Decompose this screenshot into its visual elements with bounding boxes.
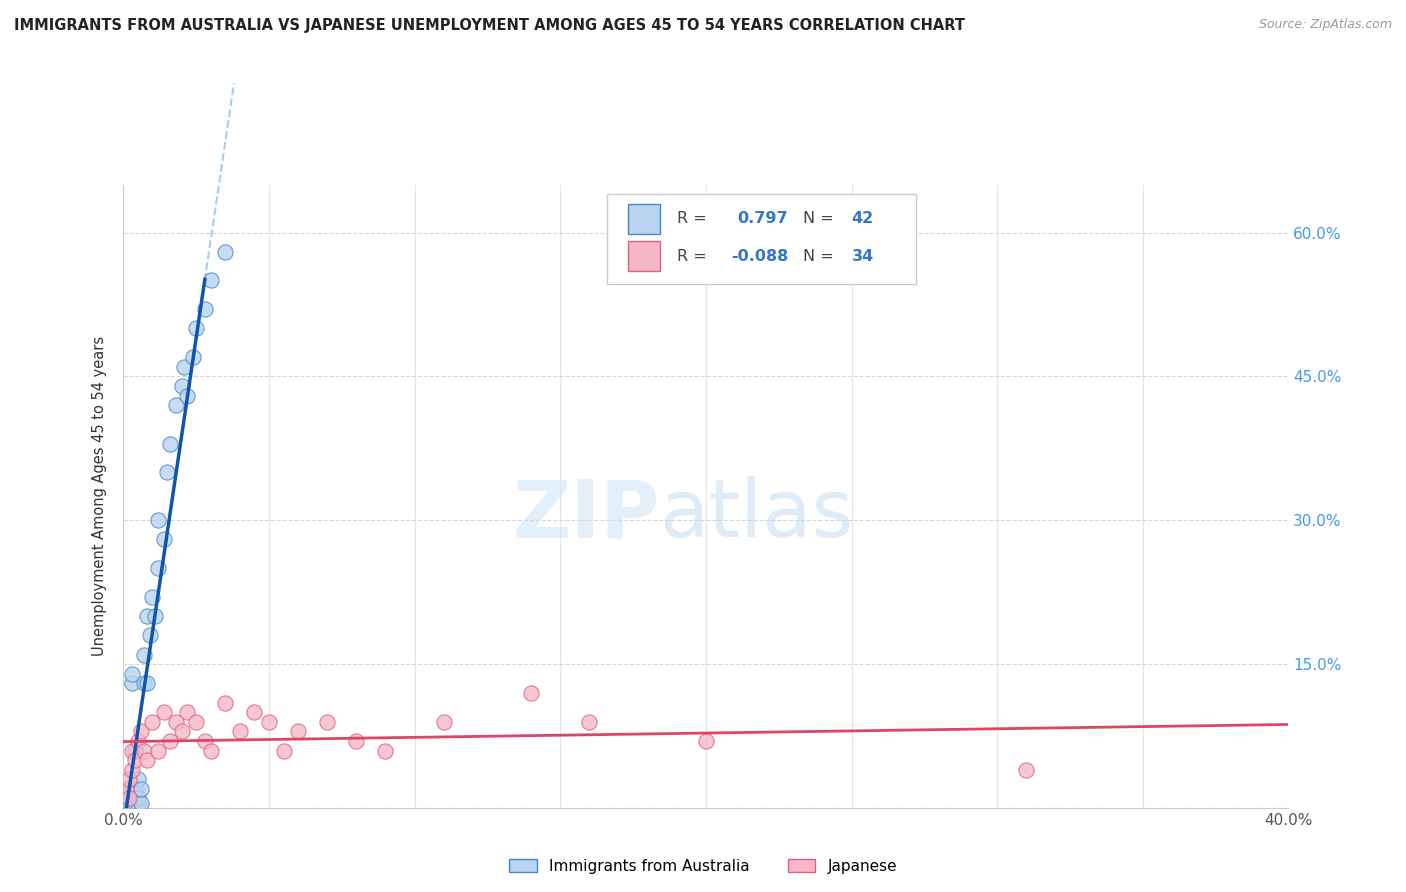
Point <box>273 743 295 757</box>
Text: N =: N = <box>803 211 838 227</box>
Point <box>115 791 138 805</box>
Point <box>229 724 252 739</box>
Text: R =: R = <box>676 211 711 227</box>
Point <box>141 590 163 604</box>
Point <box>165 714 187 729</box>
Point <box>135 676 157 690</box>
FancyBboxPatch shape <box>628 204 661 234</box>
Point <box>156 466 179 480</box>
Point <box>184 321 207 335</box>
Point <box>121 666 143 681</box>
Point <box>124 797 146 811</box>
Point <box>132 648 155 662</box>
Point <box>200 743 222 757</box>
Point <box>184 714 207 729</box>
Point <box>127 797 149 811</box>
Text: 34: 34 <box>852 249 873 264</box>
Point <box>132 676 155 690</box>
Text: IMMIGRANTS FROM AUSTRALIA VS JAPANESE UNEMPLOYMENT AMONG AGES 45 TO 54 YEARS COR: IMMIGRANTS FROM AUSTRALIA VS JAPANESE UN… <box>14 18 965 33</box>
Point <box>344 734 367 748</box>
Point <box>115 781 138 796</box>
Point <box>135 753 157 767</box>
Point <box>181 350 204 364</box>
Text: 0.797: 0.797 <box>737 211 787 227</box>
Point <box>129 797 152 811</box>
Point <box>148 513 170 527</box>
FancyBboxPatch shape <box>628 242 661 271</box>
Point <box>135 609 157 624</box>
Point <box>153 705 176 719</box>
Text: N =: N = <box>803 249 838 264</box>
Point <box>316 714 339 729</box>
Point <box>118 797 141 811</box>
Point <box>243 705 266 719</box>
Point <box>170 379 193 393</box>
Point <box>578 714 600 729</box>
Point <box>214 244 236 259</box>
Point <box>121 791 143 805</box>
Point <box>114 797 136 811</box>
Point <box>374 743 396 757</box>
Point <box>138 628 160 642</box>
Point <box>132 743 155 757</box>
Point <box>176 705 198 719</box>
Point <box>159 734 181 748</box>
Point <box>141 714 163 729</box>
Legend: Immigrants from Australia, Japanese: Immigrants from Australia, Japanese <box>503 853 903 880</box>
Point <box>125 781 148 796</box>
Point <box>124 753 146 767</box>
Point <box>214 696 236 710</box>
Point <box>173 359 195 374</box>
Point <box>120 781 142 796</box>
Point <box>118 772 141 787</box>
Point <box>121 743 143 757</box>
Point <box>148 743 170 757</box>
Point <box>194 734 217 748</box>
Text: ZIP: ZIP <box>512 476 659 554</box>
Point <box>176 388 198 402</box>
Point <box>143 609 166 624</box>
Point <box>257 714 280 729</box>
Point <box>520 686 543 700</box>
Point <box>127 734 149 748</box>
Point <box>121 797 143 811</box>
Text: -0.088: -0.088 <box>731 249 789 264</box>
Point <box>170 724 193 739</box>
Point <box>129 781 152 796</box>
Point <box>287 724 309 739</box>
Point <box>121 676 143 690</box>
Point <box>433 714 456 729</box>
Point <box>124 743 146 757</box>
Point <box>118 781 141 796</box>
Point <box>129 724 152 739</box>
Point <box>194 302 217 317</box>
Point <box>153 533 176 547</box>
Point <box>115 781 138 796</box>
Point <box>148 561 170 575</box>
FancyBboxPatch shape <box>607 194 915 285</box>
Point <box>1015 763 1038 777</box>
Point <box>127 772 149 787</box>
Point <box>121 763 143 777</box>
Point <box>159 436 181 450</box>
Point <box>117 797 139 811</box>
Point <box>127 791 149 805</box>
Point <box>200 273 222 287</box>
Point <box>118 791 141 805</box>
Text: R =: R = <box>676 249 711 264</box>
Point <box>118 791 141 805</box>
Y-axis label: Unemployment Among Ages 45 to 54 years: Unemployment Among Ages 45 to 54 years <box>93 336 107 657</box>
Point <box>695 734 717 748</box>
Point <box>124 791 146 805</box>
Text: atlas: atlas <box>659 476 853 554</box>
Text: 42: 42 <box>852 211 873 227</box>
Point <box>165 398 187 412</box>
Text: Source: ZipAtlas.com: Source: ZipAtlas.com <box>1258 18 1392 31</box>
